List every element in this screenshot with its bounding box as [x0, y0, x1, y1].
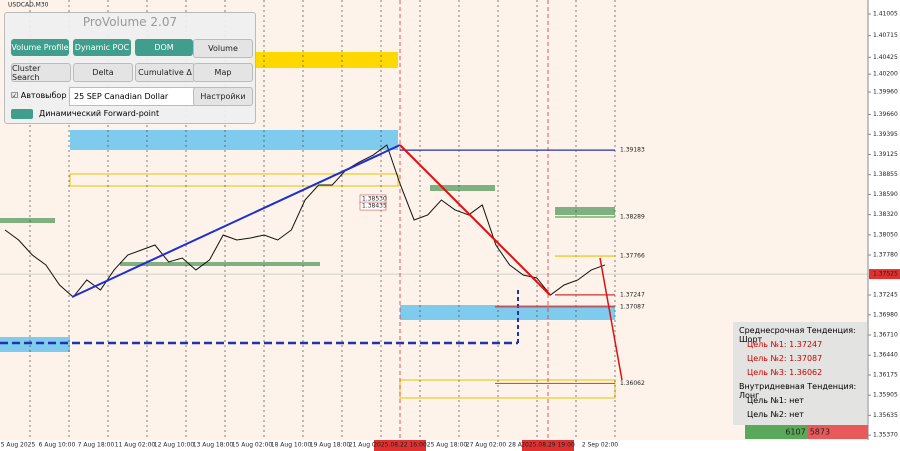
level-label: 1.38289 [620, 213, 645, 220]
y-tick-label: 1.39125 [873, 151, 898, 158]
y-tick-label: 1.40425 [873, 54, 898, 61]
zone [555, 207, 615, 215]
info-line: Цель №2: 1.37087 [747, 354, 823, 363]
zone [70, 130, 398, 150]
zone [430, 185, 495, 191]
time-highlight-bg [374, 440, 426, 451]
x-tick-label: 6 Aug 10:00 [39, 442, 76, 449]
button[interactable]: Cumulative Δ [135, 63, 195, 82]
button[interactable]: Map [193, 63, 253, 82]
y-tick-label: 1.35370 [873, 432, 898, 439]
button[interactable]: Настройки [193, 87, 253, 106]
y-tick-label: 1.38050 [873, 231, 898, 238]
button[interactable]: Delta [73, 63, 133, 82]
info-line: Цель №1: нет [747, 396, 804, 405]
y-tick-label: 1.35905 [873, 392, 898, 399]
box-label-bg [359, 201, 387, 211]
x-tick-label: 5 Aug 2025 [1, 442, 36, 449]
x-tick-label: 12 Aug 10:00 [154, 442, 195, 449]
trend-line [71, 144, 401, 298]
button[interactable]: DOM [135, 39, 193, 56]
info-line: Цель №3: 1.36062 [747, 368, 823, 377]
info-line: Внутридневная Тенденция: Лонг [739, 382, 857, 400]
y-tick-label: 1.37245 [873, 292, 898, 299]
current-price: 1.37525 [873, 271, 898, 278]
y-tick-label: 1.38590 [873, 191, 898, 198]
provolume-panel: ProVolume 2.07 Volume Profile Dynamic PO… [4, 12, 256, 124]
level-label: 1.39183 [620, 147, 645, 154]
y-tick-label: 1.39660 [873, 111, 898, 118]
time-highlight: 2025.08.22 16:00 [373, 442, 427, 449]
symbol: USDCAD,M30 [8, 2, 49, 9]
level-label: 1.36062 [620, 380, 645, 387]
x-tick-label: 21 Aug 02:00 [349, 442, 390, 449]
y-tick-label: 1.36980 [873, 311, 898, 318]
zone [400, 305, 615, 320]
zone [399, 379, 616, 399]
y-tick-label: 1.39395 [873, 131, 898, 138]
auto-checkbox[interactable]: ☑ Автовыбор [11, 91, 67, 100]
sell-volume-label: 5873 [810, 428, 830, 437]
x-tick-label: 7 Aug 18:00 [78, 442, 115, 449]
y-tick-label: 1.36440 [873, 352, 898, 359]
projection-line [599, 257, 623, 381]
x-tick-label: 13 Aug 18:00 [193, 442, 234, 449]
info-line: Цель №2: нет [747, 410, 804, 419]
sell-volume [807, 425, 868, 439]
info-box: Среднесрочная Тенденция: Шорт Цель №1: 1… [733, 322, 867, 425]
x-tick-label: 18 Aug 10:00 [271, 442, 312, 449]
time-bg [0, 440, 900, 451]
box-label: 1.38530 [362, 195, 387, 202]
instrument-select[interactable]: 25 SEP Canadian Dollar [69, 87, 195, 106]
zone [120, 262, 320, 266]
checkbox-label: Автовыбор [20, 91, 67, 100]
box-label: 1.38435 [362, 203, 387, 210]
x-tick-label: 11 Aug 02:00 [115, 442, 156, 449]
current-price-bg [869, 269, 900, 280]
x-tick-label: 28 Au [508, 442, 526, 449]
y-tick-label: 1.36710 [873, 331, 898, 338]
level-label: 1.37087 [620, 303, 645, 310]
info-line: Среднесрочная Тенденция: Шорт [739, 326, 856, 344]
y-tick-label: 1.40200 [873, 71, 898, 78]
level-label: 1.37247 [620, 291, 645, 298]
x-tick-label: 2 Sep 02:00 [582, 442, 618, 449]
button[interactable]: Volume [193, 39, 253, 58]
y-tick-label: 1.37780 [873, 252, 898, 259]
y-tick-label: 1.40715 [873, 32, 898, 39]
toggle[interactable] [11, 109, 33, 119]
zone [250, 52, 398, 68]
zone [69, 173, 399, 187]
y-tick-label: 1.38855 [873, 171, 898, 178]
time-highlight-bg [522, 440, 574, 451]
y-tick-label: 1.38320 [873, 211, 898, 218]
toggle-label: Динамический Forward-point [39, 109, 160, 118]
level-label: 1.37766 [620, 253, 645, 260]
time-highlight: 2025.08.29 19:00 [521, 442, 575, 449]
zone [0, 337, 70, 352]
button[interactable]: Cluster Search [11, 63, 71, 82]
x-tick-label: 25 Aug 18:00 [427, 442, 468, 449]
y-tick-label: 1.39960 [873, 89, 898, 96]
x-tick-label: 27 Aug 02:00 [466, 442, 507, 449]
x-tick-label: 15 Aug 02:00 [232, 442, 273, 449]
panel-title: ProVolume 2.07 [82, 15, 178, 29]
y-tick-label: 1.36175 [873, 371, 898, 378]
y-tick-label: 1.35635 [873, 412, 898, 419]
axis-bg [868, 0, 900, 451]
trend-line [399, 144, 551, 296]
x-tick-label: 19 Aug 18:00 [310, 442, 351, 449]
button[interactable]: Dynamic POC [73, 39, 131, 56]
zone [0, 218, 55, 223]
y-tick-label: 1.41005 [873, 10, 898, 17]
info-line: Цель №1: 1.37247 [747, 340, 823, 349]
button[interactable]: Volume Profile [11, 39, 69, 56]
price-line [4, 144, 606, 298]
buy-volume-label: 6107 [785, 428, 805, 437]
buy-volume [745, 425, 808, 439]
